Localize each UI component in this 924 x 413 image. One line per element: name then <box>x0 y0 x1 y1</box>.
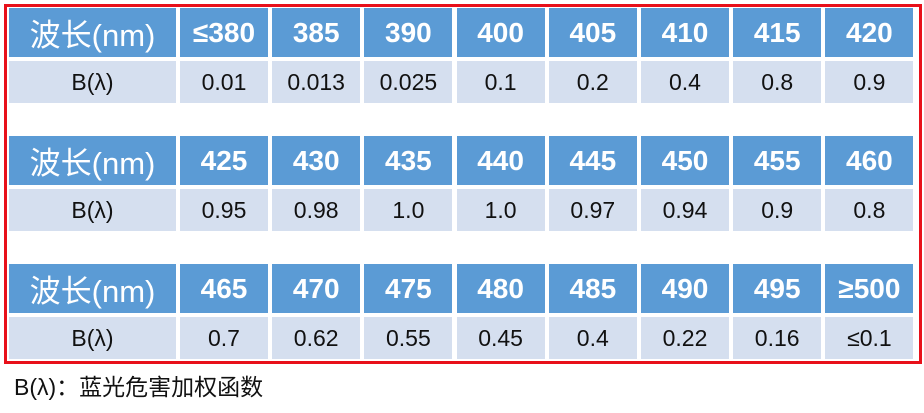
row-label: B(λ) <box>9 317 176 359</box>
wavelength: 480 <box>456 264 545 313</box>
weight-value: 0.025 <box>364 61 453 103</box>
header-label: 波长(nm) <box>9 264 176 313</box>
wavelength: 420 <box>825 8 914 57</box>
wavelength: ≥500 <box>825 264 914 313</box>
weight-value: 0.94 <box>641 189 729 231</box>
wavelength: ≤380 <box>180 8 268 57</box>
weight-value: 0.16 <box>733 317 822 359</box>
wavelength: 385 <box>272 8 361 57</box>
wavelength: 410 <box>641 8 729 57</box>
wavelength: 440 <box>456 136 545 185</box>
wavelength: 400 <box>456 8 545 57</box>
wavelength: 435 <box>364 136 453 185</box>
wavelength: 445 <box>548 136 637 185</box>
weight-value: 0.45 <box>456 317 545 359</box>
table-frame <box>4 4 922 364</box>
wavelength: 455 <box>733 136 822 185</box>
weight-value: 0.62 <box>272 317 361 359</box>
wavelength: 495 <box>733 264 822 313</box>
weight-value: 0.97 <box>548 189 637 231</box>
header-label: 波长(nm) <box>9 8 176 57</box>
weight-value: 0.55 <box>364 317 453 359</box>
wavelength: 490 <box>641 264 729 313</box>
wavelength: 450 <box>641 136 729 185</box>
row-label: B(λ) <box>9 61 176 103</box>
weight-value: 0.7 <box>180 317 268 359</box>
wavelength: 470 <box>272 264 361 313</box>
header-label: 波长(nm) <box>9 136 176 185</box>
row-label: B(λ) <box>9 189 176 231</box>
weight-value: 0.22 <box>641 317 729 359</box>
weight-value: 0.9 <box>825 61 914 103</box>
wavelength: 425 <box>180 136 268 185</box>
weight-value: 0.98 <box>272 189 361 231</box>
wavelength: 485 <box>548 264 637 313</box>
wavelength: 390 <box>364 8 453 57</box>
wavelength: 475 <box>364 264 453 313</box>
weight-value: 0.8 <box>825 189 914 231</box>
weight-value: 1.0 <box>456 189 545 231</box>
weight-value: ≤0.1 <box>825 317 914 359</box>
weight-value: 0.4 <box>548 317 637 359</box>
weight-value: 0.2 <box>548 61 637 103</box>
footnote: B(λ)：蓝光危害加权函数 <box>14 374 264 400</box>
weight-value: 0.013 <box>272 61 361 103</box>
wavelength: 465 <box>180 264 268 313</box>
wavelength: 460 <box>825 136 914 185</box>
weight-value: 0.95 <box>180 189 268 231</box>
wavelength: 415 <box>733 8 822 57</box>
weight-value: 0.8 <box>733 61 822 103</box>
weight-value: 0.01 <box>180 61 268 103</box>
weight-value: 1.0 <box>364 189 453 231</box>
weight-value: 0.9 <box>733 189 822 231</box>
weight-value: 0.4 <box>641 61 729 103</box>
weight-value: 0.1 <box>456 61 545 103</box>
wavelength: 430 <box>272 136 361 185</box>
wavelength: 405 <box>548 8 637 57</box>
